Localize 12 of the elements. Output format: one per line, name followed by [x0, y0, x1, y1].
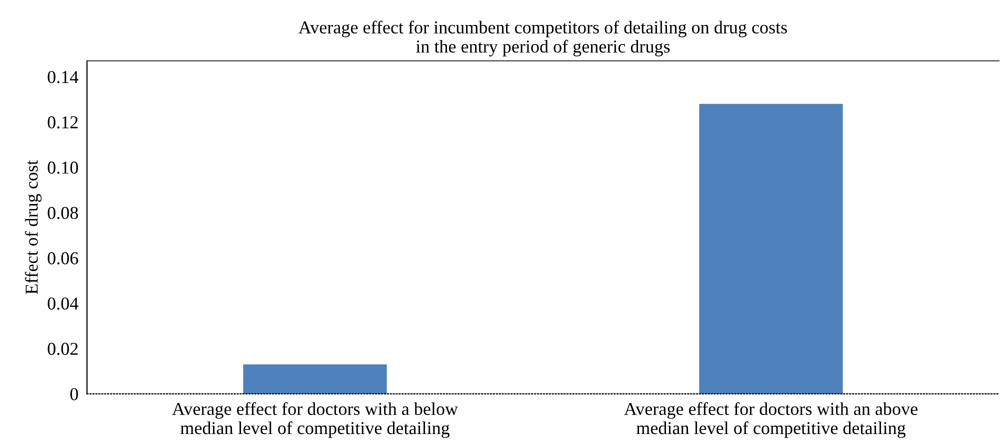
y-tick-label: 0.08 — [48, 206, 78, 220]
x-tick-label: Average effect for doctors with a below median level of competitive detailing — [172, 402, 458, 438]
y-tick-label: 0.06 — [48, 252, 78, 264]
y-tick-label: 0.10 — [48, 162, 78, 174]
y-tick-label: 0.02 — [48, 342, 78, 356]
chart-title: Average effect for incumbent competitors of detailing on drug costs in the entry period of generic drugs — [298, 20, 787, 56]
y-tick-label: 0 — [70, 388, 78, 400]
y-axis-title: Effect of drug cost — [24, 160, 42, 294]
y-tick-label: 0.12 — [48, 116, 78, 129]
x-tick-label: Average effect for doctors with an above median level of competitive detailing — [624, 402, 918, 438]
y-tick-label: 0.14 — [48, 70, 78, 84]
y-tick-label: 0.04 — [48, 297, 78, 310]
